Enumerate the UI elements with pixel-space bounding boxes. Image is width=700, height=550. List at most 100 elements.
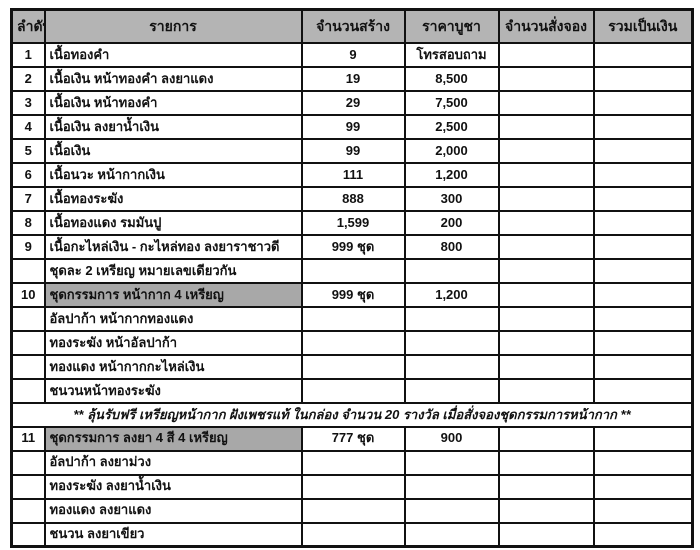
cell-qty-ordered bbox=[497, 473, 595, 500]
cell-price bbox=[403, 497, 500, 524]
cell-qty-ordered bbox=[497, 114, 595, 140]
cell-qty-made: 777 ชุด bbox=[300, 425, 406, 452]
table-row: ชนวนหน้าทองระฆัง bbox=[10, 378, 694, 404]
cell-qty-ordered bbox=[497, 210, 595, 236]
cell-price: โทรสอบถาม bbox=[403, 42, 500, 68]
cell-total bbox=[592, 521, 694, 548]
cell-item-name: ชนวน ลงยาเขียว bbox=[43, 521, 303, 548]
cell-total bbox=[592, 330, 694, 356]
cell-item-name: ชุดกรรมการ หน้ากาก 4 เหรียญ bbox=[43, 282, 303, 308]
col-header-order-no: ลำดับ bbox=[10, 8, 46, 44]
cell-order-no: 2 bbox=[10, 66, 46, 92]
cell-item-name: เนื้อนวะ หน้ากากเงิน bbox=[43, 162, 303, 188]
cell-total bbox=[592, 66, 694, 92]
cell-item-name: ชุดละ 2 เหรียญ หมายเลขเดียวกัน bbox=[43, 258, 303, 284]
cell-qty-made bbox=[300, 258, 406, 284]
cell-qty-ordered bbox=[497, 90, 595, 116]
cell-order-no: 6 bbox=[10, 162, 46, 188]
table-row: 2 เนื้อเงิน หน้าทองคำ ลงยาแดง 19 8,500 bbox=[10, 66, 694, 92]
cell-total bbox=[592, 234, 694, 260]
cell-price bbox=[403, 378, 500, 404]
cell-item-name: ทองระฆัง ลงยาน้ำเงิน bbox=[43, 473, 303, 500]
cell-item-name: ชนวนหน้าทองระฆัง bbox=[43, 378, 303, 404]
table-row: 8 เนื้อทองแดง รมมันปู 1,599 200 bbox=[10, 210, 694, 236]
cell-price: 2,000 bbox=[403, 138, 500, 164]
cell-order-no bbox=[10, 473, 46, 500]
cell-item-name: ทองแดง ลงยาแดง bbox=[43, 497, 303, 524]
cell-price: 7,500 bbox=[403, 90, 500, 116]
cell-qty-made: 999 ชุด bbox=[300, 234, 406, 260]
cell-qty-ordered bbox=[497, 378, 595, 404]
cell-qty-ordered bbox=[497, 258, 595, 284]
cell-qty-made: 999 ชุด bbox=[300, 282, 406, 308]
cell-qty-ordered bbox=[497, 354, 595, 380]
cell-total bbox=[592, 162, 694, 188]
cell-price: 1,200 bbox=[403, 162, 500, 188]
cell-qty-ordered bbox=[497, 497, 595, 524]
cell-price: 200 bbox=[403, 210, 500, 236]
cell-qty-ordered bbox=[497, 521, 595, 548]
cell-qty-made bbox=[300, 306, 406, 332]
cell-total bbox=[592, 425, 694, 452]
table-row: 6 เนื้อนวะ หน้ากากเงิน 111 1,200 bbox=[10, 162, 694, 188]
cell-qty-made bbox=[300, 497, 406, 524]
table-row: 7 เนื้อทองระฆัง 888 300 bbox=[10, 186, 694, 212]
cell-price: 2,500 bbox=[403, 114, 500, 140]
table-header-row: ลำดับ รายการ จำนวนสร้าง ราคาบูชา จำนวนสั… bbox=[10, 8, 694, 44]
cell-qty-made bbox=[300, 354, 406, 380]
cell-total bbox=[592, 497, 694, 524]
table-row: ทองระฆัง ลงยาน้ำเงิน bbox=[10, 473, 694, 500]
cell-item-name: เนื้อเงิน bbox=[43, 138, 303, 164]
cell-order-no: 11 bbox=[10, 425, 46, 452]
cell-item-name: ทองแดง หน้ากากกะไหล่เงิน bbox=[43, 354, 303, 380]
cell-qty-ordered bbox=[497, 330, 595, 356]
cell-qty-ordered bbox=[497, 306, 595, 332]
table-row: ทองแดง ลงยาแดง bbox=[10, 497, 694, 524]
table-row: 10 ชุดกรรมการ หน้ากาก 4 เหรียญ 999 ชุด 1,20… bbox=[10, 282, 694, 308]
cell-order-no: 8 bbox=[10, 210, 46, 236]
cell-price bbox=[403, 473, 500, 500]
cell-qty-made: 19 bbox=[300, 66, 406, 92]
cell-qty-ordered bbox=[497, 282, 595, 308]
cell-order-no: 3 bbox=[10, 90, 46, 116]
cell-qty-ordered bbox=[497, 449, 595, 476]
cell-item-name: เนื้อกะไหล่เงิน - กะไหล่ทอง ลงยาราชาวดี bbox=[43, 234, 303, 260]
cell-item-name: ทองระฆัง หน้าอัลปาก้า bbox=[43, 330, 303, 356]
cell-price bbox=[403, 354, 500, 380]
cell-order-no: 10 bbox=[10, 282, 46, 308]
cell-total bbox=[592, 473, 694, 500]
announcement-row: ** ลุ้นรับฟรี เหรียญหน้ากาก ฝังเพชรแท้ ใ… bbox=[10, 402, 694, 428]
cell-total bbox=[592, 378, 694, 404]
table-row: ทองแดง หน้ากากกะไหล่เงิน bbox=[10, 354, 694, 380]
cell-order-no: 7 bbox=[10, 186, 46, 212]
cell-order-no bbox=[10, 354, 46, 380]
cell-total bbox=[592, 258, 694, 284]
cell-total bbox=[592, 354, 694, 380]
col-header-item: รายการ bbox=[43, 8, 303, 44]
cell-qty-made: 111 bbox=[300, 162, 406, 188]
cell-total bbox=[592, 42, 694, 68]
col-header-price: ราคาบูชา bbox=[403, 8, 500, 44]
cell-order-no bbox=[10, 521, 46, 548]
cell-item-name: เนื้อทองแดง รมมันปู bbox=[43, 210, 303, 236]
cell-item-name: เนื้อเงิน หน้าทองคำ bbox=[43, 90, 303, 116]
table-body: 1 เนื้อทองคำ 9 โทรสอบถาม 2 เนื้อเงิน หน้าทองค… bbox=[10, 42, 694, 548]
table-row: 3 เนื้อเงิน หน้าทองคำ 29 7,500 bbox=[10, 90, 694, 116]
cell-order-no bbox=[10, 378, 46, 404]
cell-qty-made: 29 bbox=[300, 90, 406, 116]
cell-item-name: เนื้อเงิน ลงยาน้ำเงิน bbox=[43, 114, 303, 140]
cell-order-no bbox=[10, 306, 46, 332]
cell-item-name: เนื้อเงิน หน้าทองคำ ลงยาแดง bbox=[43, 66, 303, 92]
table-row: 1 เนื้อทองคำ 9 โทรสอบถาม bbox=[10, 42, 694, 68]
cell-item-name: เนื้อทองระฆัง bbox=[43, 186, 303, 212]
cell-price: 900 bbox=[403, 425, 500, 452]
cell-qty-made bbox=[300, 473, 406, 500]
col-header-qty-ordered: จำนวนสั่งจอง bbox=[497, 8, 595, 44]
cell-item-name: อัลปาก้า ลงยาม่วง bbox=[43, 449, 303, 476]
cell-price: 1,200 bbox=[403, 282, 500, 308]
cell-total bbox=[592, 210, 694, 236]
cell-qty-ordered bbox=[497, 162, 595, 188]
cell-price: 300 bbox=[403, 186, 500, 212]
cell-total bbox=[592, 306, 694, 332]
cell-qty-made bbox=[300, 449, 406, 476]
